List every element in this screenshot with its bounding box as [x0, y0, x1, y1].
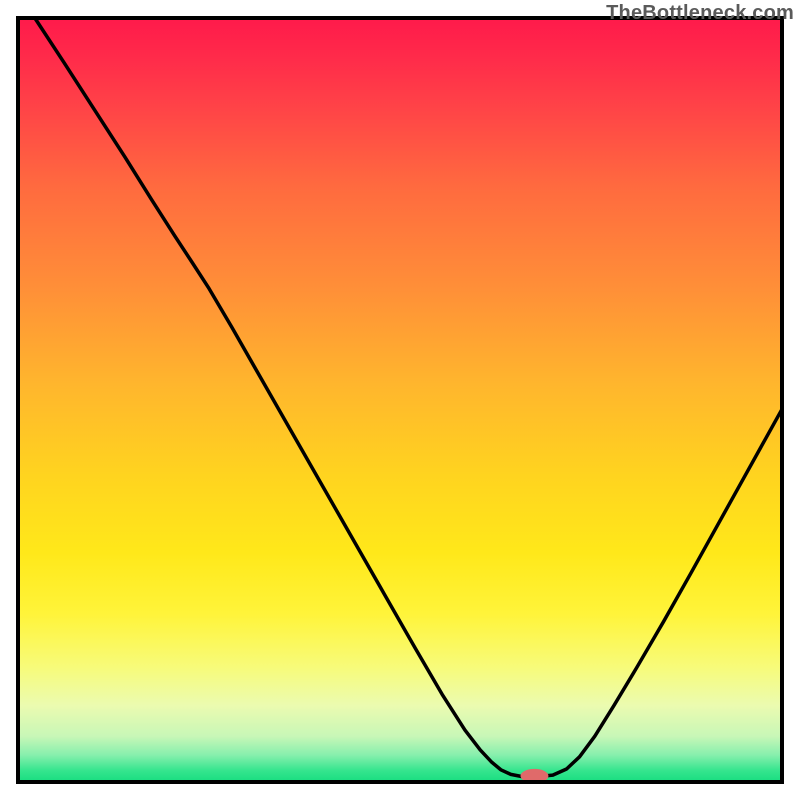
chart-svg — [0, 0, 800, 800]
gradient-background — [18, 18, 782, 782]
bottleneck-chart: TheBottleneck.com — [0, 0, 800, 800]
watermark-text: TheBottleneck.com — [606, 2, 794, 25]
